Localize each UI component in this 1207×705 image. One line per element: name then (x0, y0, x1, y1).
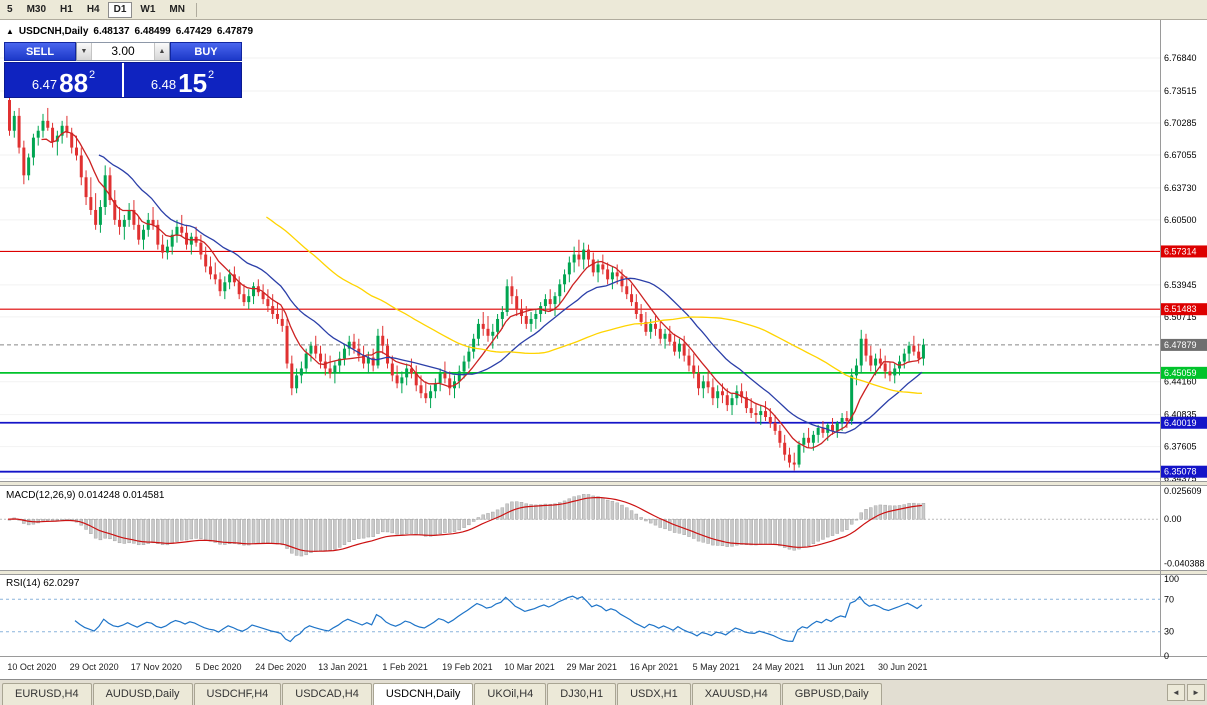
sell-button[interactable]: SELL (4, 42, 76, 61)
svg-text:11 Jun 2021: 11 Jun 2021 (816, 662, 865, 672)
tab-gbpusd-daily[interactable]: GBPUSD,Daily (781, 683, 882, 705)
ask-sup: 2 (208, 69, 215, 81)
svg-text:6.45059: 6.45059 (1164, 368, 1197, 378)
chart-title: ▲ USDCNH,Daily 6.48137 6.48499 6.47429 6… (6, 26, 253, 37)
svg-text:100: 100 (1164, 574, 1179, 584)
svg-text:24 Dec 2020: 24 Dec 2020 (255, 662, 306, 672)
svg-text:6.70285: 6.70285 (1164, 118, 1197, 128)
svg-text:17 Nov 2020: 17 Nov 2020 (131, 662, 182, 672)
ohlc-high: 6.48499 (134, 26, 171, 37)
svg-text:1 Feb 2021: 1 Feb 2021 (382, 662, 428, 672)
ask-price[interactable]: 6.48 15 2 (124, 63, 241, 97)
one-click-trade-panel: SELL ▼ 3.00 ▲ BUY 6.47 88 2 6.48 15 2 (4, 42, 242, 98)
tab-eurusd-h4[interactable]: EURUSD,H4 (2, 683, 92, 705)
svg-text:19 Feb 2021: 19 Feb 2021 (442, 662, 493, 672)
svg-text:6.57314: 6.57314 (1164, 246, 1197, 256)
ohlc-open: 6.48137 (93, 26, 130, 37)
svg-text:10 Mar 2021: 10 Mar 2021 (504, 662, 555, 672)
timeframe-button-d1[interactable]: D1 (107, 1, 133, 18)
tab-scroll-left-icon[interactable]: ◄ (1167, 684, 1185, 701)
timeframe-button-m30[interactable]: M30 (26, 3, 47, 15)
tab-ukoil-h4[interactable]: UKOil,H4 (474, 683, 547, 705)
buy-button[interactable]: BUY (170, 42, 242, 61)
svg-text:30 Jun 2021: 30 Jun 2021 (878, 662, 928, 672)
bid-price[interactable]: 6.47 88 2 (5, 63, 122, 97)
tab-usdcnh-daily[interactable]: USDCNH,Daily (372, 683, 474, 705)
bid-main: 6.47 (31, 77, 58, 92)
tab-xauusd-h4[interactable]: XAUUSD,H4 (691, 683, 781, 705)
timeframe-button-mn[interactable]: MN (169, 3, 185, 15)
symbol-tabs: EURUSD,H4 AUDUSD,Daily USDCHF,H4 USDCAD,H4 U… (2, 683, 883, 705)
svg-text:30: 30 (1164, 627, 1174, 637)
tab-dj30-h1[interactable]: DJ30,H1 (547, 683, 617, 705)
symbol-tabbar: EURUSD,H4 AUDUSD,Daily USDCHF,H4 USDCAD,H4 U… (0, 679, 1207, 705)
svg-text:0.00: 0.00 (1164, 514, 1182, 524)
svg-text:6.76840: 6.76840 (1164, 53, 1197, 63)
price-divider (122, 63, 124, 97)
svg-text:6.60500: 6.60500 (1164, 215, 1197, 225)
svg-text:5 May 2021: 5 May 2021 (693, 662, 740, 672)
svg-text:24 May 2021: 24 May 2021 (752, 662, 804, 672)
chart-symbol-label: USDCNH,Daily (18, 26, 89, 37)
svg-text:10 Oct 2020: 10 Oct 2020 (7, 662, 56, 672)
svg-text:0: 0 (1164, 651, 1169, 661)
svg-text:5 Dec 2020: 5 Dec 2020 (196, 662, 242, 672)
svg-text:6.35078: 6.35078 (1164, 467, 1197, 477)
chart-window: 6.76840 6.73515 6.70285 6.67055 6.63730 6.605… (0, 20, 1207, 679)
toolbar-separator (195, 2, 197, 17)
tab-usdcad-h4[interactable]: USDCAD,H4 (282, 683, 372, 705)
svg-text:6.73515: 6.73515 (1164, 86, 1197, 96)
bid-ask-display: 6.47 88 2 6.48 15 2 (4, 62, 242, 98)
volume-input[interactable]: 3.00 (111, 44, 135, 58)
rsi-indicator-label: RSI(14) 62.0297 (6, 578, 80, 589)
tab-usdchf-h4[interactable]: USDCHF,H4 (193, 683, 282, 705)
tab-audusd-daily[interactable]: AUDUSD,Daily (92, 683, 193, 705)
tab-scroll-right-icon[interactable]: ► (1187, 684, 1205, 701)
timeframe-button-5[interactable]: 5 (7, 3, 13, 15)
svg-text:6.44160: 6.44160 (1164, 377, 1197, 387)
svg-text:6.50715: 6.50715 (1164, 312, 1197, 322)
bid-sup: 2 (89, 69, 96, 81)
svg-text:6.53945: 6.53945 (1164, 280, 1197, 290)
tab-scroll-controls: ◄ ► (1167, 684, 1205, 705)
svg-text:6.34375: 6.34375 (1164, 474, 1197, 484)
svg-text:70: 70 (1164, 594, 1174, 604)
svg-text:6.51483: 6.51483 (1164, 304, 1197, 314)
svg-text:6.37605: 6.37605 (1164, 442, 1197, 452)
svg-text:0.025609: 0.025609 (1164, 486, 1202, 496)
svg-text:29 Mar 2021: 29 Mar 2021 (566, 662, 617, 672)
svg-text:-0.040388: -0.040388 (1164, 558, 1205, 568)
volume-field: ▼ 3.00 ▲ (76, 42, 170, 61)
chart-canvas[interactable]: 6.76840 6.73515 6.70285 6.67055 6.63730 6.605… (0, 20, 1207, 679)
svg-text:6.47879: 6.47879 (1164, 340, 1197, 350)
collapse-trade-panel-icon[interactable]: ▲ (6, 27, 14, 36)
svg-text:6.40019: 6.40019 (1164, 418, 1197, 428)
timeframe-button-h1[interactable]: H1 (60, 3, 73, 15)
svg-text:6.63730: 6.63730 (1164, 183, 1197, 193)
volume-increase-icon[interactable]: ▲ (154, 43, 169, 60)
svg-text:16 Apr 2021: 16 Apr 2021 (630, 662, 679, 672)
tab-usdx-h1[interactable]: USDX,H1 (617, 683, 691, 705)
svg-text:29 Oct 2020: 29 Oct 2020 (70, 662, 119, 672)
svg-text:6.40835: 6.40835 (1164, 410, 1197, 420)
timeframe-button-w1[interactable]: W1 (140, 3, 156, 15)
timeframe-toolbar: 5 M30 H1 H4 D1 W1 MN (0, 0, 1207, 20)
ohlc-low: 6.47429 (175, 26, 212, 37)
bid-big: 88 (59, 67, 89, 98)
ask-big: 15 (178, 67, 208, 98)
ask-main: 6.48 (150, 77, 177, 92)
timeframe-button-h4[interactable]: H4 (86, 3, 100, 15)
svg-text:13 Jan 2021: 13 Jan 2021 (318, 662, 368, 672)
macd-indicator-label: MACD(12,26,9) 0.014248 0.014581 (6, 490, 165, 501)
ohlc-close: 6.47879 (216, 26, 254, 37)
volume-decrease-icon[interactable]: ▼ (77, 43, 92, 60)
svg-text:6.67055: 6.67055 (1164, 150, 1197, 160)
